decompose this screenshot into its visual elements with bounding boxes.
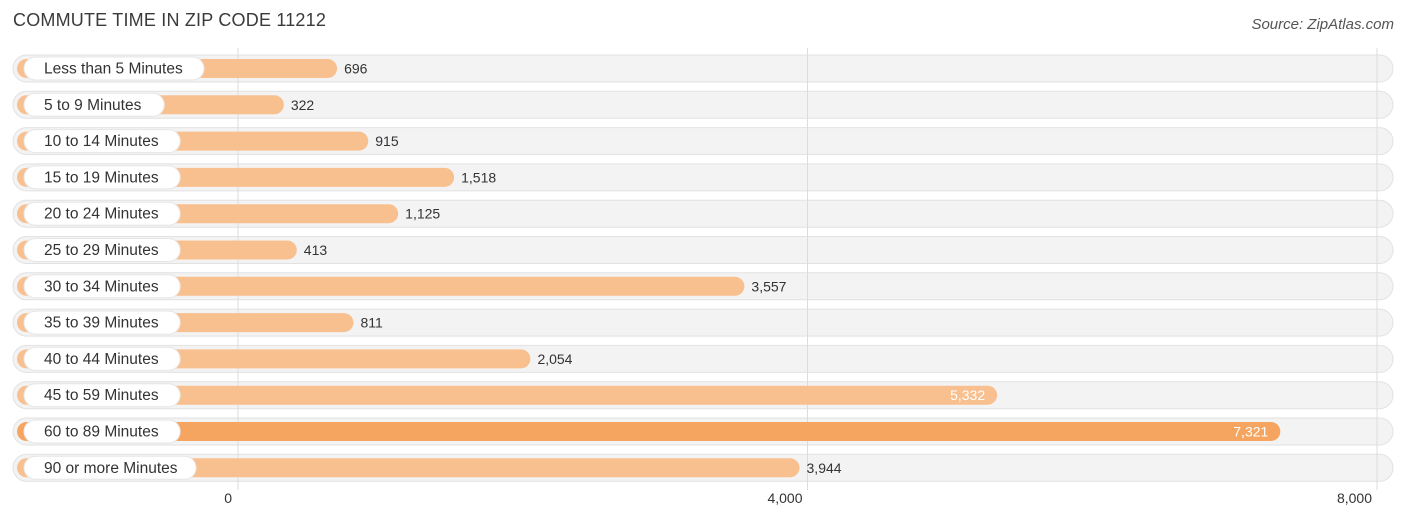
category-label-pill xyxy=(23,274,181,299)
value-label: 1,125 xyxy=(405,206,440,222)
category-label-pill xyxy=(23,419,181,444)
value-label: 1,518 xyxy=(461,169,496,185)
value-label: 322 xyxy=(291,97,315,113)
row-track xyxy=(12,308,1394,337)
x-tick-label: 4,000 xyxy=(767,490,802,506)
category-label-pill xyxy=(23,383,181,408)
category-label: Less than 5 Minutes xyxy=(44,61,183,78)
category-label: 30 to 34 Minutes xyxy=(44,278,159,295)
category-label: 20 to 24 Minutes xyxy=(44,206,159,223)
category-label-pill xyxy=(23,56,205,81)
value-label: 3,557 xyxy=(751,278,786,294)
value-label: 811 xyxy=(360,315,383,331)
x-tick-label: 0 xyxy=(224,490,232,506)
category-label: 25 to 29 Minutes xyxy=(44,242,159,259)
category-label-pill xyxy=(23,310,181,335)
value-label: 915 xyxy=(375,133,399,149)
category-label-pill xyxy=(23,92,165,117)
row-track xyxy=(12,54,1394,83)
bar xyxy=(17,458,800,478)
category-label-pill xyxy=(23,238,181,262)
category-label-pill xyxy=(23,455,197,480)
bar xyxy=(17,385,998,405)
category-label: 60 to 89 Minutes xyxy=(44,424,159,441)
value-label: 696 xyxy=(344,61,368,77)
value-label: 7,321 xyxy=(1233,424,1268,440)
chart-title: COMMUTE TIME IN ZIP CODE 11212 xyxy=(13,10,327,30)
category-label-pill xyxy=(23,201,181,226)
bar xyxy=(17,276,745,296)
value-label: 3,944 xyxy=(807,460,842,476)
bar xyxy=(17,422,1281,441)
x-tick-label: 8,000 xyxy=(1337,490,1372,506)
category-label: 90 or more Minutes xyxy=(44,460,178,477)
category-label-pill xyxy=(23,165,181,190)
category-label: 10 to 14 Minutes xyxy=(44,133,159,150)
category-label: 45 to 59 Minutes xyxy=(44,387,159,404)
value-label: 413 xyxy=(304,242,328,258)
row-track xyxy=(12,90,1394,119)
category-label-pill xyxy=(23,129,181,154)
chart-source: Source: ZipAtlas.com xyxy=(1251,16,1394,33)
category-label: 15 to 19 Minutes xyxy=(44,169,159,186)
value-label: 5,332 xyxy=(950,387,985,403)
category-label: 35 to 39 Minutes xyxy=(44,315,159,332)
category-label: 40 to 44 Minutes xyxy=(44,351,159,368)
category-label-pill xyxy=(23,346,181,371)
row-track xyxy=(12,236,1394,264)
value-label: 2,054 xyxy=(537,351,572,367)
category-label: 5 to 9 Minutes xyxy=(44,97,142,114)
